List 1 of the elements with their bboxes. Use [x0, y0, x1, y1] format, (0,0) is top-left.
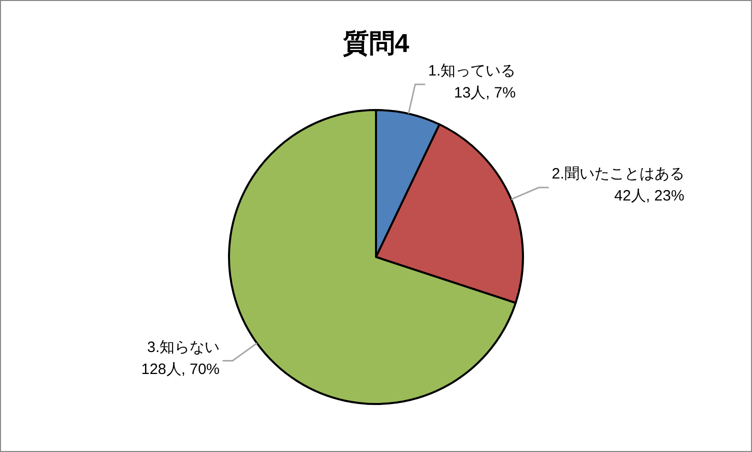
title: 質問4 [342, 28, 410, 58]
